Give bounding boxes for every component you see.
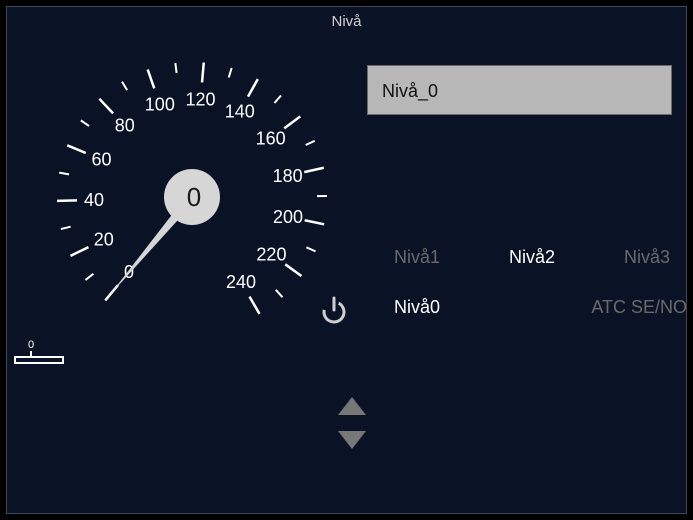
svg-text:160: 160 xyxy=(256,128,286,148)
levels-row-2: Nivå0 ATC SE/NO xyxy=(377,297,687,318)
level-input[interactable]: Nivå_0 xyxy=(367,65,672,115)
svg-text:220: 220 xyxy=(256,244,286,264)
level-button-niva0[interactable]: Nivå0 xyxy=(377,297,457,318)
svg-text:80: 80 xyxy=(115,116,135,136)
speedometer-gauge: 0204060801001201401601802002202400 xyxy=(32,37,352,357)
svg-text:180: 180 xyxy=(273,166,303,186)
svg-text:240: 240 xyxy=(226,272,256,292)
svg-text:20: 20 xyxy=(94,230,114,250)
level-button-atc[interactable]: ATC SE/NO xyxy=(591,297,687,318)
main-panel: Nivå 0204060801001201401601802002202400 … xyxy=(6,6,687,514)
svg-text:120: 120 xyxy=(186,89,216,109)
power-icon[interactable] xyxy=(319,295,349,325)
svg-text:40: 40 xyxy=(84,190,104,210)
level-button-niva3[interactable]: Nivå3 xyxy=(607,247,687,268)
arrow-up-icon[interactable] xyxy=(338,397,366,415)
svg-text:140: 140 xyxy=(225,101,255,121)
level-button-niva2[interactable]: Nivå2 xyxy=(492,247,572,268)
arrow-down-icon[interactable] xyxy=(338,431,366,449)
page-title: Nivå xyxy=(7,13,686,30)
gauge-svg: 0204060801001201401601802002202400 xyxy=(32,37,352,357)
level-button-niva1[interactable]: Nivå1 xyxy=(377,247,457,268)
svg-text:0: 0 xyxy=(187,182,201,212)
value-stepper xyxy=(332,397,372,449)
linear-gauge: 0 xyxy=(13,337,69,367)
levels-row-1: Nivå1 Nivå2 Nivå3 xyxy=(377,247,687,268)
svg-text:0: 0 xyxy=(28,339,34,351)
svg-text:60: 60 xyxy=(91,149,111,169)
svg-text:100: 100 xyxy=(145,94,175,114)
svg-text:200: 200 xyxy=(273,207,303,227)
